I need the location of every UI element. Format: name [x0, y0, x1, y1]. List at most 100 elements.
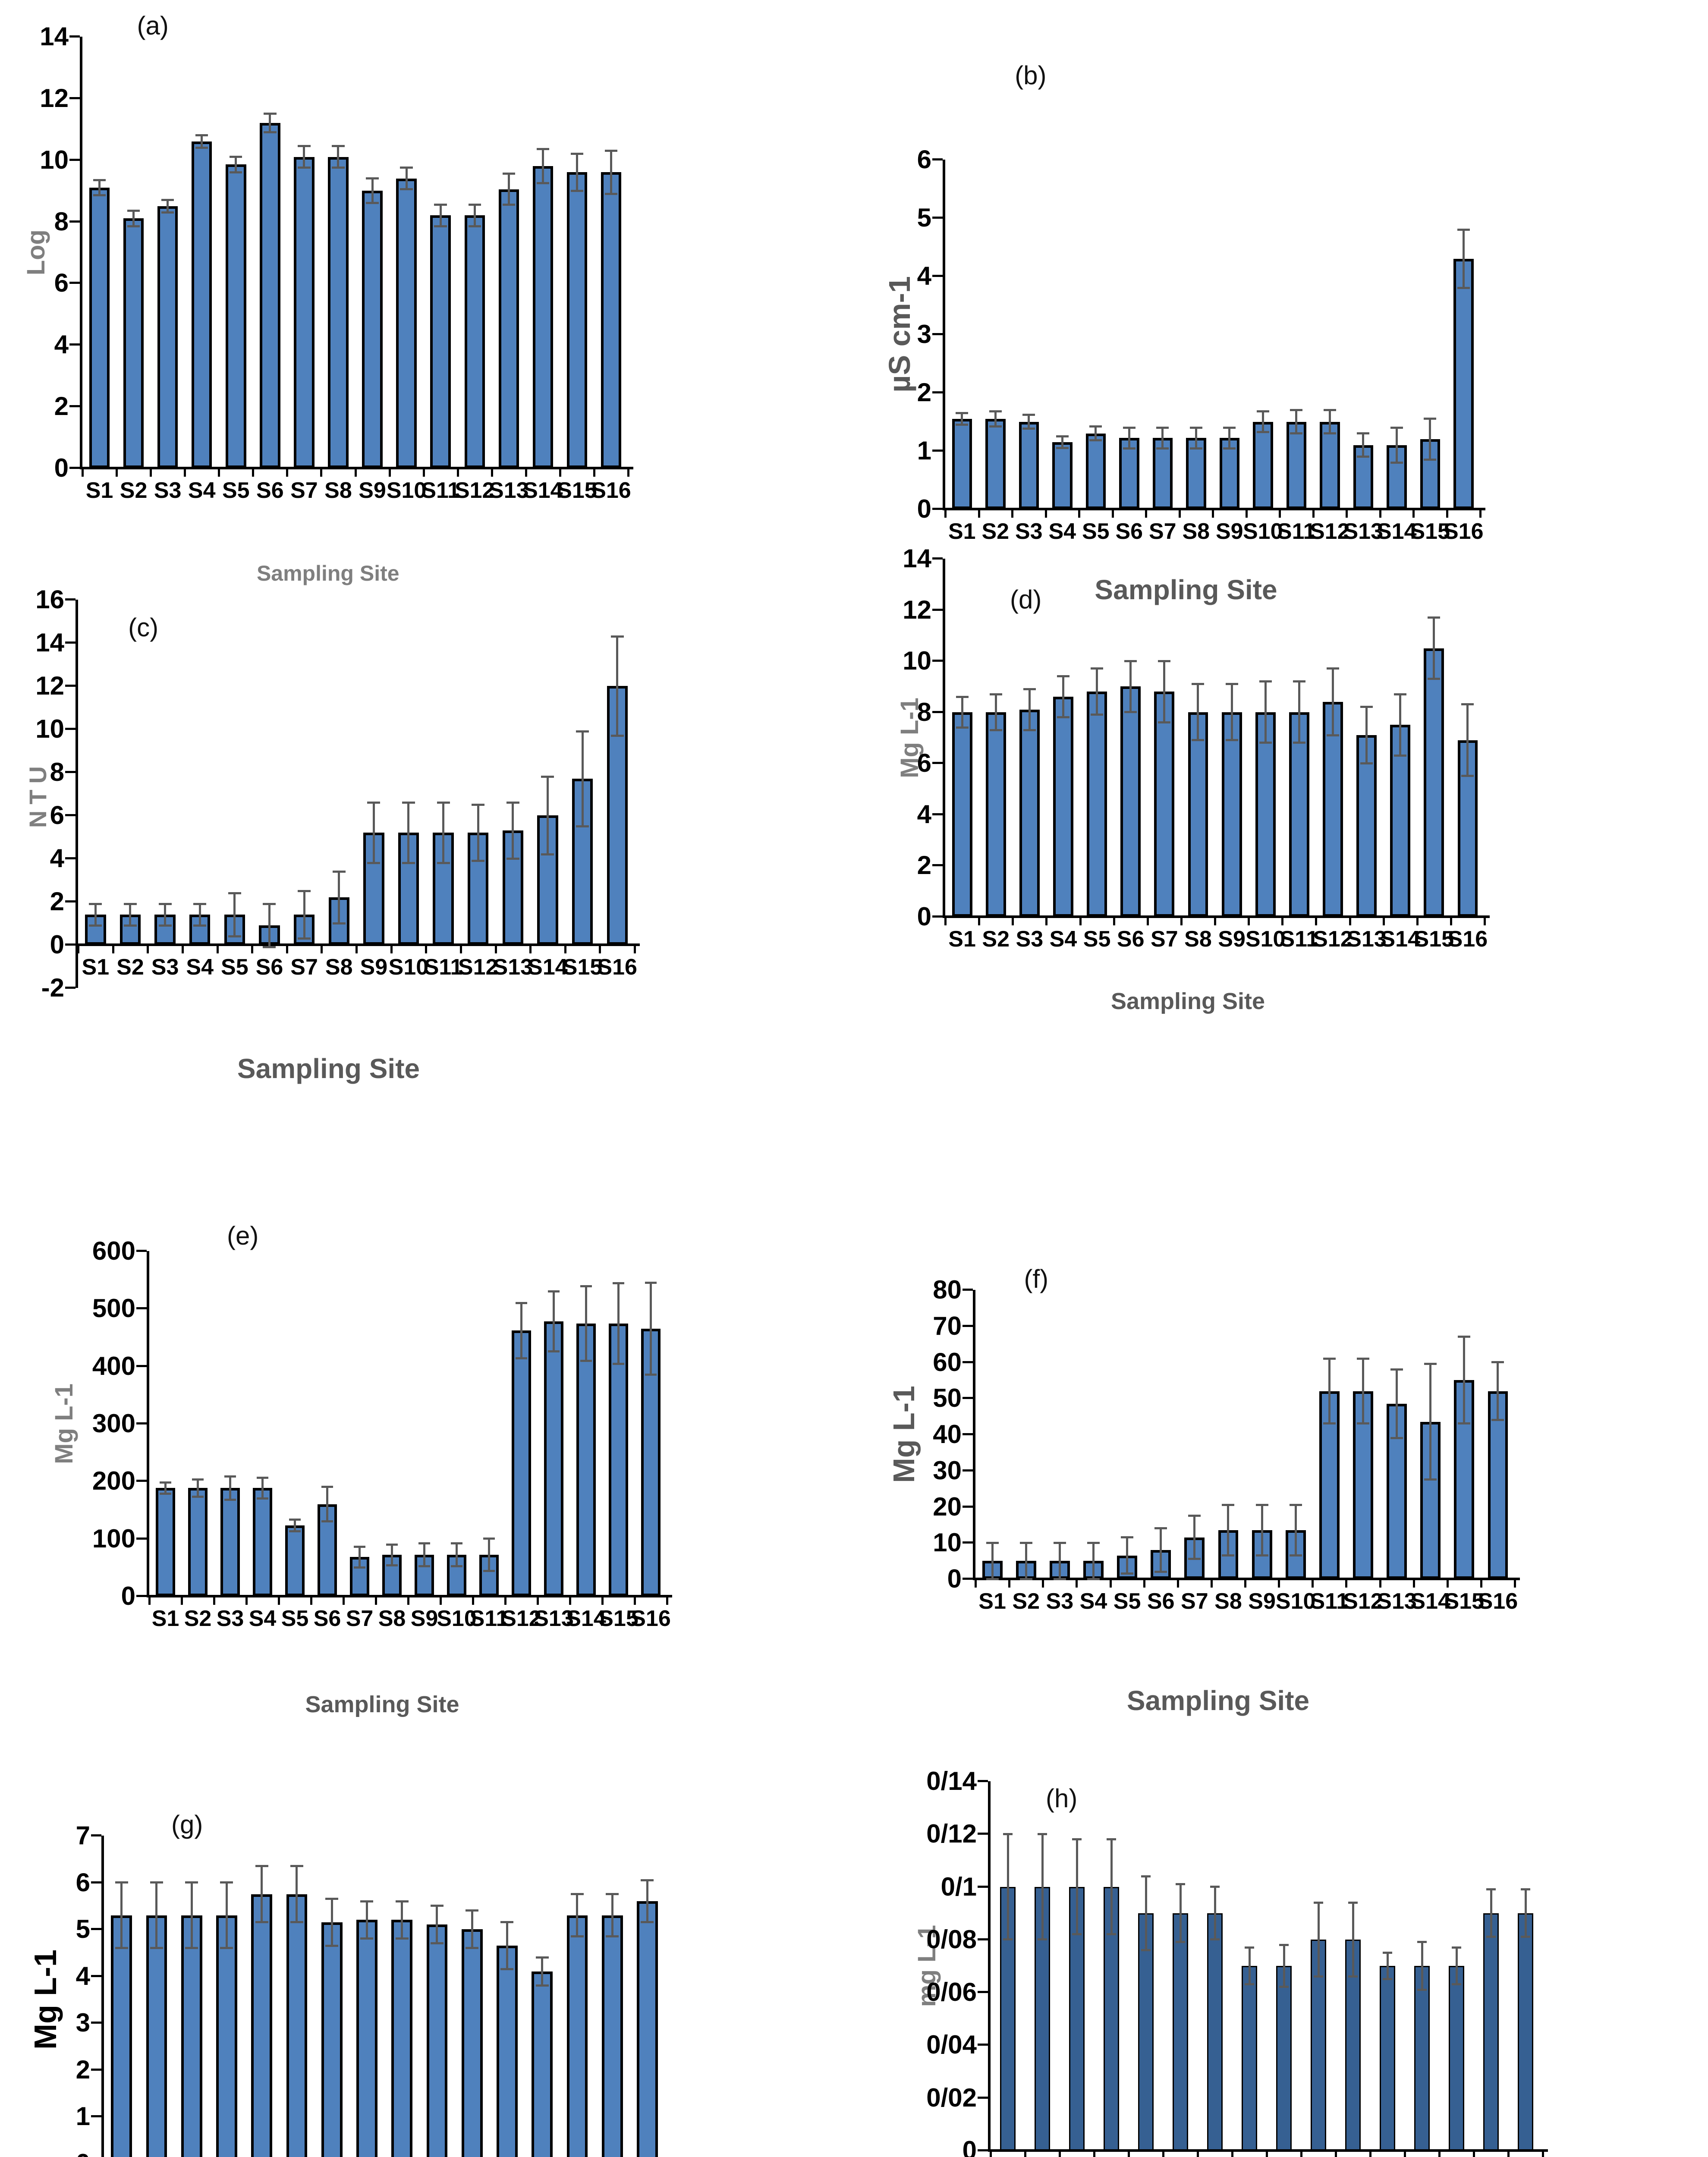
x-tick-mark [422, 468, 425, 477]
y-tick-label: 300 [92, 1409, 135, 1438]
bar [1019, 709, 1040, 917]
y-tick-label: 6 [54, 268, 69, 298]
x-tick-mark [286, 945, 288, 953]
error-bar-cap [1313, 1975, 1324, 1978]
error-bar [1145, 1876, 1147, 1950]
panel-label: (a) [137, 11, 169, 40]
x-tick-mark [1245, 509, 1248, 518]
bar [1457, 740, 1478, 917]
x-tick-label: S2 [120, 478, 148, 503]
x-tick-label: S13 [1343, 519, 1384, 544]
error-bar [1061, 436, 1063, 448]
y-tick-mark [963, 1578, 973, 1580]
error-bar-cap [1323, 409, 1336, 411]
x-tick-mark [634, 1596, 636, 1605]
bar [1448, 1966, 1465, 2151]
bar [1483, 1913, 1499, 2151]
y-tick-mark [963, 1433, 973, 1435]
y-axis-label: Mg L-1 [887, 1386, 921, 1483]
x-tick-label: S3 [151, 954, 179, 980]
error-bar [1092, 1543, 1095, 1579]
error-bar-cap [1348, 1901, 1358, 1904]
error-bar [337, 146, 340, 168]
error-bar-cap [1279, 1986, 1289, 1988]
bar [1276, 1966, 1292, 2151]
y-tick-label: 1 [75, 2102, 90, 2131]
x-axis-label: Sampling Site [237, 1053, 420, 1084]
plot-area: (f) Sampling Site 0 10 20 30 40 50 60 70 80 S1 S2 S… [933, 1264, 1520, 1716]
x-tick-mark [355, 945, 358, 953]
bar [566, 172, 588, 468]
plot-area: (d) Sampling Site 0 2 4 6 8 10 12 14 S1 S2 S3 S4 S5 S… [903, 546, 1490, 1014]
y-tick-mark [932, 813, 943, 815]
bar [566, 1915, 588, 2157]
x-tick-label: S7 [346, 1606, 374, 1631]
error-bar [616, 636, 619, 736]
x-tick-label: S7 [1181, 1589, 1208, 1614]
error-bar [442, 802, 445, 863]
y-tick-label: 5 [75, 1915, 90, 1944]
y-tick-mark [978, 1780, 988, 1782]
x-tick-mark [569, 1596, 571, 1605]
error-bar-cap [1124, 711, 1137, 714]
error-bar [1395, 428, 1398, 462]
error-bar-cap [1022, 428, 1035, 430]
error-bar-cap [1293, 680, 1305, 683]
error-bar-cap [290, 1865, 303, 1868]
x-tick-mark [1180, 917, 1183, 925]
x-tick-label: S4 [186, 954, 214, 980]
error-bar-cap [1259, 742, 1272, 744]
error-bar-cap [1323, 1422, 1336, 1425]
x-tick-mark [1416, 917, 1419, 925]
y-tick-mark [69, 282, 80, 284]
x-tick-mark [1197, 2151, 1199, 2157]
y-tick-label: 10 [35, 714, 64, 744]
x-tick-mark [77, 945, 79, 953]
error-bar [1062, 676, 1064, 717]
error-bar-cap [93, 179, 106, 181]
error-bar-cap [483, 1569, 495, 1572]
x-tick-mark [1450, 917, 1452, 925]
error-bar-cap [150, 1947, 163, 1949]
y-tick-mark [963, 1397, 973, 1399]
bar [1053, 697, 1073, 917]
x-tick-label: S16 [631, 1606, 671, 1631]
error-bar-cap [1424, 1478, 1437, 1481]
error-bar [401, 1901, 403, 1939]
error-bar-cap [641, 1879, 654, 1881]
x-tick-label: S9 [1215, 519, 1243, 544]
error-bar [1283, 1945, 1285, 1987]
error-bar-cap [192, 1478, 204, 1481]
error-bar-cap [400, 167, 413, 169]
y-tick-mark [136, 1537, 147, 1540]
error-bar-cap [220, 1881, 233, 1884]
y-tick-label: 4 [917, 799, 931, 829]
bar [601, 172, 622, 468]
x-tick-mark [537, 1596, 539, 1605]
x-tick-mark [407, 1596, 409, 1605]
y-tick-label: 4 [917, 261, 931, 291]
y-tick-label: 3 [917, 320, 931, 349]
x-tick-mark [1300, 2151, 1302, 2157]
x-tick-mark [599, 945, 601, 953]
x-tick-mark [1045, 917, 1048, 925]
error-bar-cap [1486, 1936, 1496, 1938]
x-tick-label: S2 [184, 1606, 212, 1631]
error-bar-cap [230, 171, 242, 173]
error-bar-cap [1175, 1883, 1186, 1885]
error-bar [326, 1487, 328, 1522]
y-tick-mark [932, 391, 943, 394]
y-tick-mark [932, 660, 943, 662]
x-tick-label: S15 [1444, 1589, 1485, 1614]
x-tick-label: S10 [386, 478, 427, 503]
x-tick-label: S4 [188, 478, 216, 503]
x-tick-mark [456, 468, 459, 477]
y-tick-label: 0 [962, 2136, 977, 2157]
x-tick-mark [1266, 2151, 1268, 2157]
bar [253, 1488, 272, 1596]
y-tick-mark [69, 35, 80, 38]
x-tick-label: S10 [1245, 927, 1286, 952]
error-bar [576, 154, 578, 191]
error-bar-cap [185, 1881, 198, 1884]
x-tick-label: S9 [360, 954, 388, 980]
